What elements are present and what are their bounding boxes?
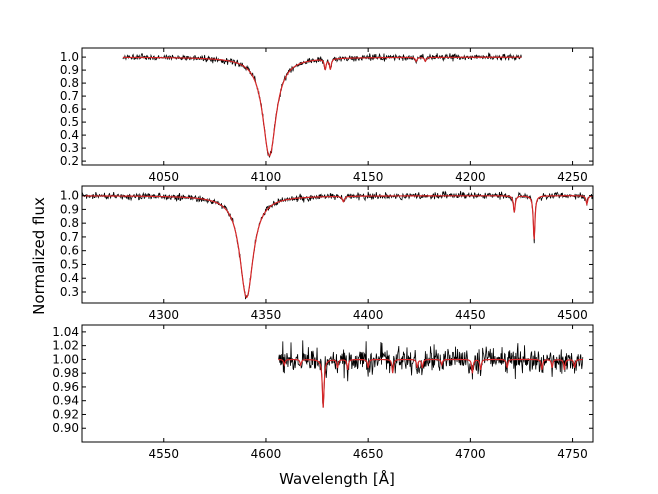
x-tick-label: 4700 [455, 447, 486, 461]
x-tick-label: 4450 [455, 308, 486, 322]
y-tick-label: 0.92 [52, 407, 79, 421]
model-spectrum-line [122, 56, 522, 157]
y-tick-label: 1.02 [52, 339, 79, 353]
y-tick-label: 0.96 [52, 380, 79, 394]
axes-frame [81, 324, 594, 443]
panel-middle: 4300 4350 4400 4450 4500 0.30.40.50.60.70.80.… [60, 185, 594, 322]
x-tick-label: 4400 [353, 308, 384, 322]
x-tick-label: 4050 [148, 170, 179, 184]
x-tick-label: 4250 [557, 170, 588, 184]
y-axis-label: Normalized flux [30, 197, 48, 315]
y-tick-label: 0.9 [60, 63, 79, 77]
x-tick-label: 4600 [251, 447, 282, 461]
y-tick-label: 0.4 [60, 128, 79, 142]
y-tick-label: 0.9 [60, 202, 79, 216]
x-tick-label: 4350 [251, 308, 282, 322]
y-tick-label: 1.00 [52, 352, 79, 366]
y-tick-label: 0.7 [60, 230, 79, 244]
x-tick-label: 4300 [148, 308, 179, 322]
y-tick-label: 0.90 [52, 421, 79, 435]
y-tick-label: 0.4 [60, 271, 79, 285]
x-tick-label: 4200 [455, 170, 486, 184]
y-tick-label: 0.94 [52, 394, 79, 408]
y-tick-label: 1.04 [52, 325, 79, 339]
panel-top: 4050 4100 4150 4200 42500.20.30.40.50.60.70.… [60, 47, 594, 184]
axes-frame [81, 47, 594, 166]
y-tick-label: 0.7 [60, 89, 79, 103]
y-tick-label: 0.3 [60, 141, 79, 155]
y-tick-label: 1.0 [60, 189, 79, 203]
y-tick-label: 0.5 [60, 115, 79, 129]
x-tick-label: 4100 [251, 170, 282, 184]
axes-frame [81, 185, 594, 304]
y-tick-label: 0.5 [60, 257, 79, 271]
y-tick-label: 0.98 [52, 366, 79, 380]
x-tick-label: 4550 [148, 447, 179, 461]
x-tick-label: 4500 [557, 308, 588, 322]
y-tick-label: 0.6 [60, 102, 79, 116]
model-spectrum-line [82, 195, 593, 299]
y-tick-label: 0.3 [60, 285, 79, 299]
y-tick-label: 0.2 [60, 154, 79, 168]
y-tick-label: 0.8 [60, 216, 79, 230]
model-spectrum-line [278, 358, 583, 408]
x-tick-label: 4650 [353, 447, 384, 461]
y-tick-label: 1.0 [60, 50, 79, 64]
x-axis-label: Wavelength [Å] [279, 469, 395, 488]
x-tick-label: 4750 [557, 447, 588, 461]
x-tick-label: 4150 [353, 170, 384, 184]
panel-bottom: 4550 4600 4650 4700 4750 0.900.920.940.960.98… [52, 324, 594, 461]
observed-spectrum-line [278, 340, 584, 408]
y-tick-label: 0.8 [60, 76, 79, 90]
y-tick-label: 0.6 [60, 244, 79, 258]
